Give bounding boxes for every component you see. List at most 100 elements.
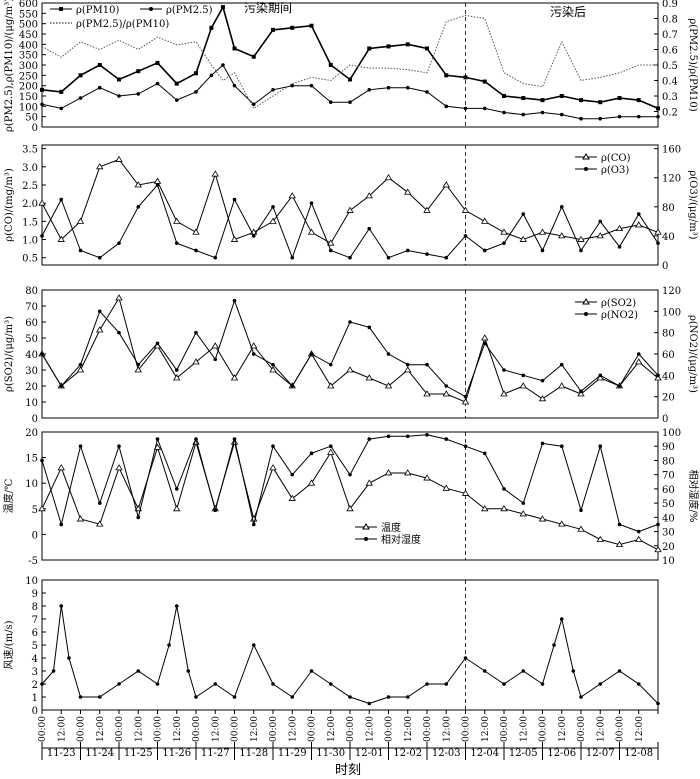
data-point — [404, 469, 412, 476]
y2-tick-label: 40 — [662, 371, 675, 382]
y-tick-label: 60 — [25, 318, 38, 329]
data-point — [425, 362, 429, 367]
data-point — [521, 212, 526, 216]
data-point — [579, 98, 583, 103]
y2-tick-label: 60 — [662, 485, 675, 496]
panel-4: -5 0 5 10 15 20 10 20 30 40 50 60 70 80 90 100 温度/℃ 相对湿度/… — [2, 428, 700, 567]
date-label: 12-07 — [586, 748, 615, 759]
data-point — [521, 112, 526, 117]
data-point — [654, 228, 662, 235]
data-point — [442, 390, 450, 397]
data-point — [598, 219, 603, 224]
y2-tick-label: 90 — [662, 442, 675, 453]
data-point — [559, 617, 564, 621]
data-point — [502, 682, 506, 686]
data-point — [519, 510, 527, 517]
x-tick-label: 00:00 — [269, 716, 279, 742]
data-point — [290, 384, 295, 388]
data-point — [367, 46, 372, 51]
y2-tick-label: 100 — [662, 428, 681, 439]
y2-axis-title: 相对湿度/% — [687, 470, 700, 523]
date-label: 11-29 — [278, 748, 307, 759]
data-point — [538, 395, 547, 402]
y2-tick-label: 0 — [662, 414, 668, 425]
data-point — [596, 232, 604, 239]
x-tick-label: 00:00 — [231, 716, 241, 742]
data-point — [635, 221, 643, 228]
data-point — [502, 94, 506, 98]
data-point — [59, 604, 64, 608]
data-point — [40, 352, 44, 356]
data-point — [211, 342, 219, 349]
data-point — [635, 535, 643, 542]
series-line — [41, 158, 659, 244]
data-point — [328, 248, 333, 253]
data-point — [155, 341, 160, 346]
y-tick-label: 80 — [25, 286, 38, 297]
y-tick-label: 50 — [25, 113, 38, 124]
x-tick-label: 12:00 — [635, 716, 645, 742]
data-point — [405, 248, 410, 253]
data-point — [271, 205, 275, 209]
data-point — [51, 669, 56, 673]
data-point — [521, 96, 526, 101]
data-point — [271, 88, 275, 92]
data-point — [596, 535, 604, 542]
data-point — [615, 224, 624, 232]
data-point — [405, 695, 410, 699]
data-point — [367, 88, 372, 92]
data-point — [635, 358, 643, 365]
data-point — [519, 235, 527, 242]
date-label: 11-28 — [239, 748, 268, 759]
time-axis: 00:00 12:00 00:00 12:00 00:00 12:00 00:00 12:00… — [38, 710, 659, 760]
data-point — [617, 245, 622, 249]
data-point — [174, 368, 179, 372]
data-point — [463, 234, 468, 238]
y-tick-label: 30 — [25, 366, 38, 377]
data-point — [327, 382, 335, 389]
y-tick-label: 300 — [19, 61, 38, 72]
data-point — [76, 366, 85, 373]
x-tick-label: 12:00 — [596, 716, 606, 742]
data-point — [173, 505, 181, 512]
legend-marker — [364, 537, 368, 541]
data-point — [96, 163, 104, 170]
y-tick-label: 2.0 — [22, 199, 38, 210]
y-tick-label: 600 — [19, 0, 38, 10]
data-point — [384, 382, 393, 389]
x-axis-title: 时刻 — [335, 763, 361, 778]
y-tick-label: 20 — [25, 382, 38, 393]
data-point — [97, 85, 102, 90]
data-point — [502, 487, 506, 491]
data-point — [186, 669, 191, 673]
data-point — [230, 235, 239, 242]
panel-3: 0 10 20 30 40 50 60 70 80 0 20 40 60 80 100 120 ρ(SO2)/(… — [4, 286, 698, 425]
date-label: 12-04 — [470, 748, 499, 759]
y-tick-label: 20 — [25, 428, 38, 439]
y-tick-label: 4 — [32, 654, 38, 665]
y2-tick-label: 0.2 — [662, 108, 678, 119]
data-point — [519, 382, 527, 389]
date-label: 11-23 — [47, 748, 76, 759]
data-point — [521, 373, 526, 378]
x-tick-label: 00:00 — [154, 716, 164, 742]
legend-label: ρ(PM2.5)/ρ(PM10) — [76, 19, 169, 30]
data-point — [78, 444, 83, 449]
x-tick-label: 00:00 — [77, 716, 87, 742]
data-point — [76, 515, 85, 522]
data-point — [40, 458, 44, 463]
y-tick-label: 3.5 — [22, 145, 38, 156]
y-tick-label: 5 — [32, 505, 38, 516]
data-point — [502, 110, 506, 115]
date-label: 12-05 — [509, 748, 538, 759]
data-point — [463, 394, 468, 399]
y2-tick-label: 40 — [662, 513, 675, 524]
data-point — [327, 239, 335, 246]
data-point — [656, 373, 660, 378]
data-point — [251, 234, 256, 238]
y-tick-label: 9 — [32, 589, 38, 600]
data-point — [463, 656, 468, 660]
data-point — [211, 170, 219, 177]
data-point — [444, 384, 449, 388]
data-point — [540, 98, 545, 103]
